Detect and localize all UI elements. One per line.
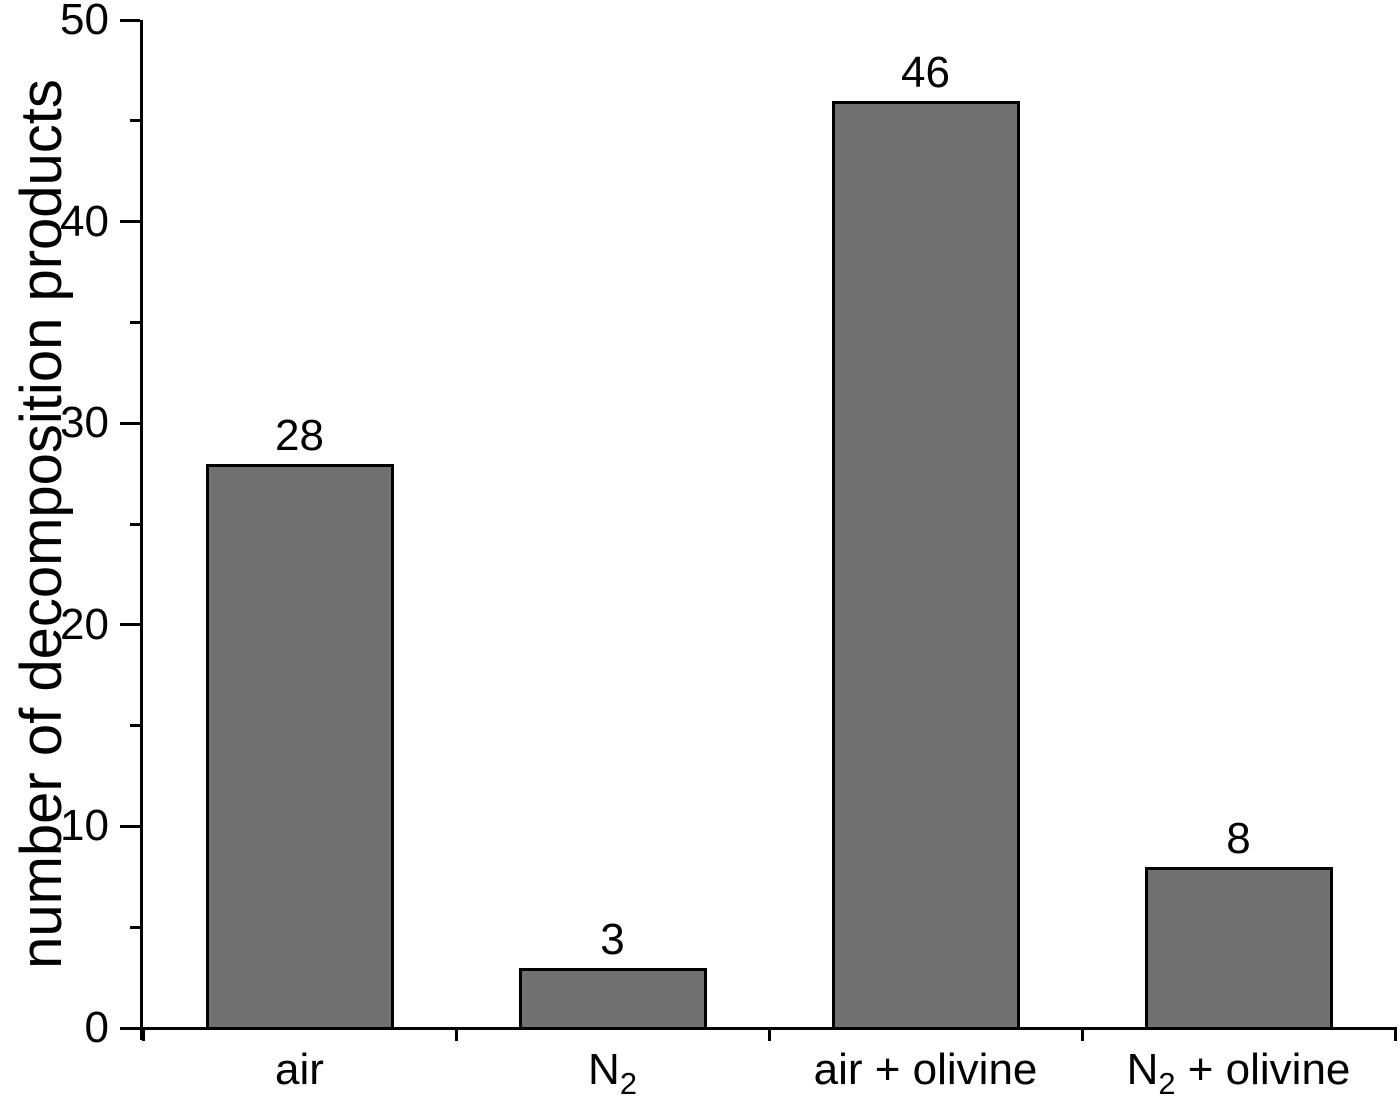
y-axis-major-tick: [120, 824, 140, 828]
y-axis-minor-tick: [130, 925, 140, 929]
bar-value-label: 28: [275, 410, 324, 460]
y-axis-tick-label: 20: [60, 599, 109, 649]
x-category-label: N2: [588, 1045, 637, 1100]
x-axis-tick: [454, 1030, 458, 1041]
bar-value-label: 8: [1226, 813, 1251, 863]
bar-n2-olivine: [1144, 866, 1333, 1030]
y-axis-tick-label: 0: [84, 1003, 109, 1052]
bar-air: [205, 463, 394, 1030]
bar-value-label: 46: [901, 47, 950, 97]
y-axis-major-tick: [120, 623, 140, 627]
x-axis-tick: [1080, 1030, 1084, 1041]
y-axis-minor-tick: [130, 522, 140, 526]
y-axis-line: [140, 20, 143, 1040]
x-category-label: N2 + olivine: [1126, 1045, 1351, 1100]
y-axis-major-tick: [120, 1026, 140, 1030]
y-axis-minor-tick: [130, 724, 140, 728]
y-axis-tick-label: 10: [60, 801, 109, 851]
y-axis-minor-tick: [130, 119, 140, 123]
bar-air-olivine: [831, 100, 1020, 1030]
y-axis-minor-tick: [130, 320, 140, 324]
y-axis-major-tick: [120, 18, 140, 22]
x-axis-line: [140, 1027, 1397, 1030]
x-axis-tick: [767, 1030, 771, 1041]
y-axis-major-tick: [120, 220, 140, 224]
bar-n2: [518, 967, 707, 1030]
y-axis-title: number of decomposition products: [9, 79, 74, 969]
y-axis-tick-label: 30: [60, 398, 109, 448]
bar-value-label: 3: [600, 914, 625, 964]
x-category-label: air: [275, 1045, 324, 1094]
x-category-label: air + olivine: [813, 1045, 1038, 1094]
y-axis-major-tick: [120, 421, 140, 425]
x-axis-tick: [1393, 1030, 1397, 1041]
y-axis-tick-label: 40: [60, 196, 109, 246]
x-axis-tick: [141, 1030, 145, 1041]
y-axis-tick-label: 50: [60, 0, 109, 44]
